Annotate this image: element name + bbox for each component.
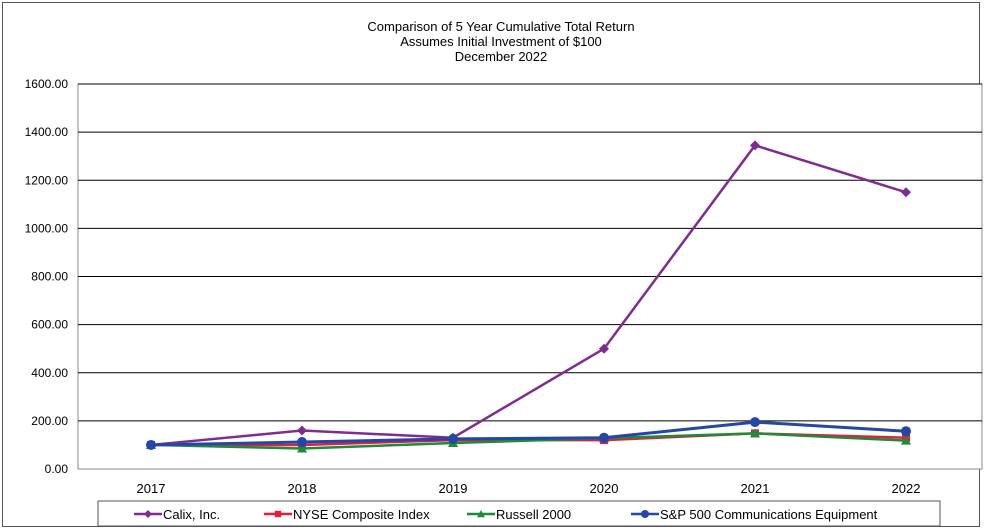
chart-title-line-2: Assumes Initial Investment of $100 — [400, 34, 602, 49]
y-tick-label: 1000.00 — [25, 221, 69, 235]
x-axis-ticks: 2017 2018 2019 2020 2021 2022 — [137, 481, 921, 496]
data-point — [297, 443, 307, 453]
legend-item: Calix, Inc. — [134, 507, 220, 522]
data-point — [599, 343, 609, 354]
x-tick-label: 2021 — [741, 481, 770, 496]
legend-box — [97, 500, 941, 527]
data-point — [901, 435, 911, 445]
chart-title-line-3: December 2022 — [455, 49, 548, 64]
legend-label: NYSE Composite Index — [293, 507, 430, 522]
legend-marker — [477, 510, 485, 518]
y-tick-label: 1600.00 — [25, 77, 69, 91]
y-tick-label: 400.00 — [31, 366, 68, 380]
x-tick-label: 2022 — [892, 481, 921, 496]
data-point — [297, 437, 307, 448]
x-tick-label: 2019 — [439, 481, 468, 496]
chart-title-line-1: Comparison of 5 Year Cumulative Total Re… — [367, 19, 634, 34]
legend-marker — [641, 510, 649, 518]
legend-marker — [144, 510, 152, 518]
legend: Calix, Inc. NYSE Composite Index Russell 2… — [134, 507, 878, 522]
legend-item: NYSE Composite Index — [264, 507, 430, 522]
series-3 — [146, 417, 911, 450]
data-point — [750, 140, 760, 151]
series-line — [150, 432, 907, 450]
x-tick-label: 2020 — [590, 481, 619, 496]
data-point — [146, 439, 156, 450]
y-tick-label: 1200.00 — [25, 173, 69, 187]
legend-marker — [274, 510, 282, 518]
grid-lines — [78, 83, 982, 422]
series-group — [146, 140, 911, 453]
legend-label: Russell 2000 — [496, 507, 571, 522]
series-line — [150, 143, 907, 447]
y-tick-label: 1400.00 — [25, 125, 69, 139]
y-tick-label: 800.00 — [31, 270, 68, 284]
data-point — [297, 425, 307, 436]
data-point — [750, 417, 760, 428]
data-point — [599, 432, 609, 443]
x-tick-label: 2017 — [137, 481, 166, 496]
data-point — [750, 428, 760, 438]
y-axis-ticks: 0.00 200.00 400.00 600.00 800.00 1000.00 1200.… — [25, 77, 69, 476]
x-tick-label: 2018 — [288, 481, 317, 496]
y-tick-label: 600.00 — [31, 318, 68, 332]
data-point — [901, 426, 911, 437]
legend-item: Russell 2000 — [467, 507, 571, 522]
y-tick-label: 0.00 — [45, 462, 69, 476]
data-point — [448, 433, 458, 444]
legend-label: S&P 500 Communications Equipment — [660, 507, 878, 522]
legend-label: Calix, Inc. — [163, 507, 220, 522]
legend-item: S&P 500 Communications Equipment — [631, 507, 878, 522]
series-line — [150, 420, 907, 447]
data-point — [901, 187, 911, 198]
y-tick-label: 200.00 — [31, 414, 68, 428]
